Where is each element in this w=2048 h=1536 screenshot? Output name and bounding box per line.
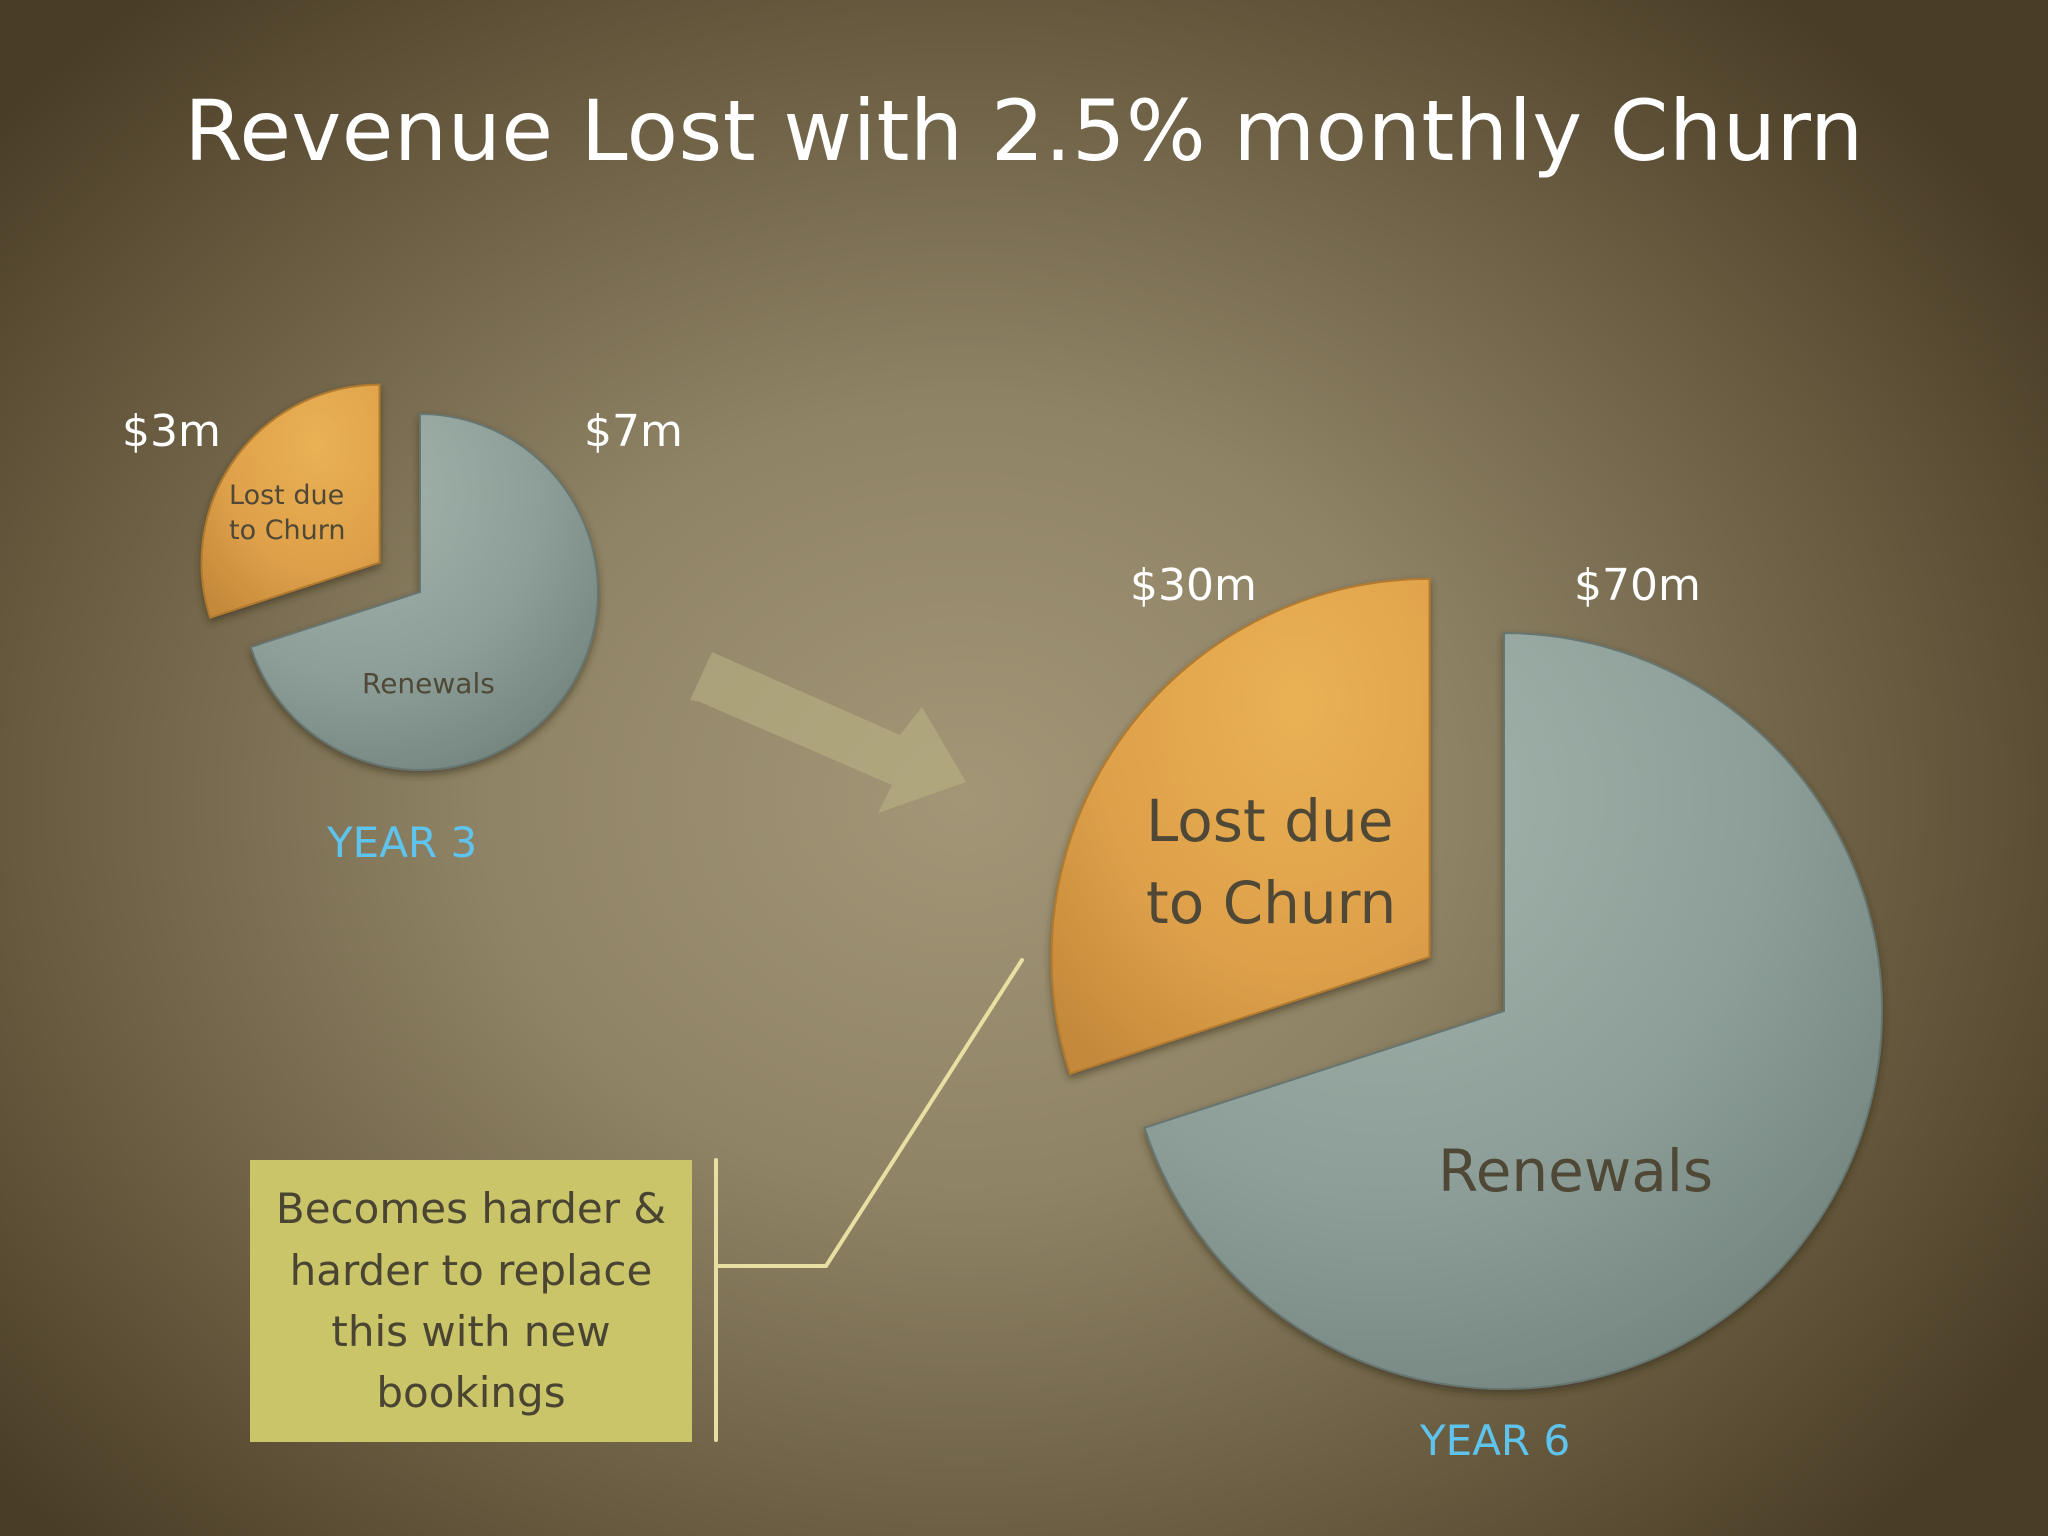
callout-connector	[714, 958, 1024, 1442]
transition-arrow	[690, 652, 966, 813]
pie1-churn-value: $3m	[122, 406, 221, 457]
pie2-renewals-value: $70m	[1574, 560, 1701, 611]
pie1-churn-label-line2: to Churn	[229, 515, 346, 547]
callout-text: Becomes harder & harder to replace this …	[275, 1184, 667, 1418]
pie1-renewals-value: $7m	[584, 406, 683, 457]
pie2-renewals-slice	[1143, 631, 1883, 1390]
pie2-year-caption: YEAR 6	[1420, 1416, 1571, 1465]
pie1-renewals-slice	[249, 412, 599, 771]
pie1-churn-label-line1: Lost due	[229, 480, 345, 511]
pie1-churn-label: Lost due to Churn	[229, 478, 346, 548]
slide-title: Revenue Lost with 2.5% monthly Churn	[184, 82, 1864, 180]
pie2-churn-label-line1: Lost due	[1146, 787, 1394, 855]
pie1-churn-slice	[200, 383, 381, 619]
pie2-churn-label-line2: to Churn	[1146, 869, 1397, 938]
pie2-churn-value: $30m	[1130, 560, 1257, 611]
pie1-renewals-label: Renewals	[362, 667, 495, 700]
pie2-churn-slice	[1050, 577, 1431, 1075]
pie1-year-caption: YEAR 3	[327, 818, 478, 867]
callout-box: Becomes harder & harder to replace this …	[250, 1160, 692, 1442]
pie2-churn-label: Lost due to Churn	[1146, 780, 1396, 945]
pie2-renewals-label: Renewals	[1438, 1137, 1714, 1205]
